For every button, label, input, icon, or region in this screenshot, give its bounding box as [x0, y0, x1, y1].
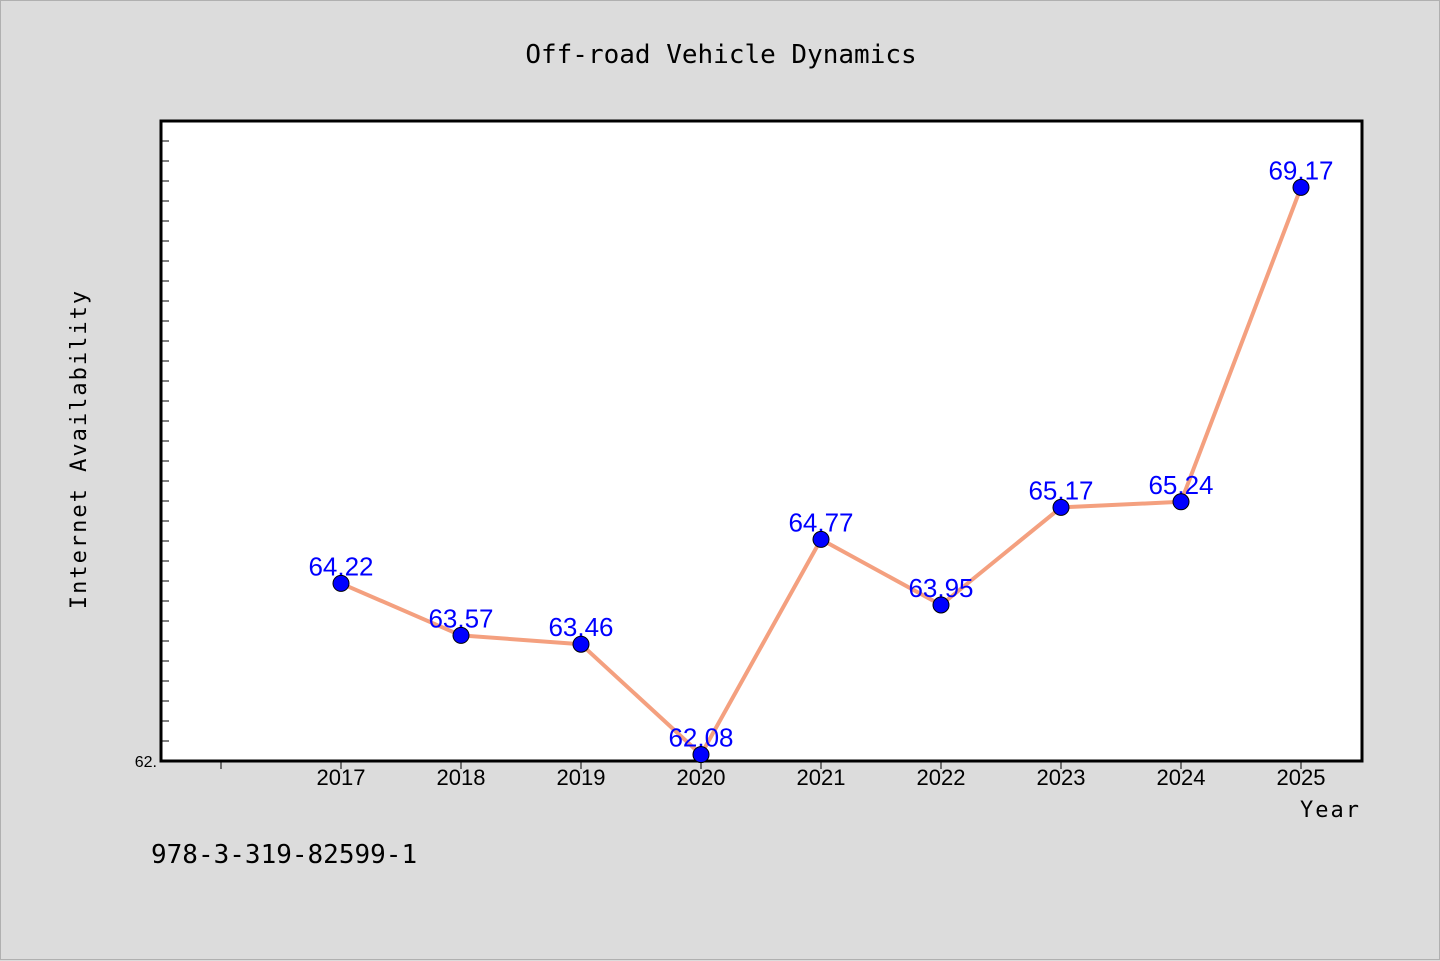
data-point [1172, 493, 1190, 511]
data-point [1052, 498, 1070, 516]
data-point [1292, 178, 1310, 196]
data-point [812, 530, 830, 548]
data-point [692, 746, 710, 764]
data-point [332, 574, 350, 592]
x-tick-label: 2022 [917, 765, 966, 790]
data-point [452, 626, 470, 644]
x-tick-label: 2019 [557, 765, 606, 790]
y-axis-label: Internet Availability [67, 289, 92, 609]
data-point [572, 635, 590, 653]
data-point [932, 596, 950, 614]
chart-title: Off-road Vehicle Dynamics [525, 40, 916, 70]
x-tick-label: 2017 [317, 765, 366, 790]
x-axis-ticks: 2017 2018 2019 2020 2021 2022 2023 2024 2025 [220, 761, 1326, 790]
x-tick-label: 2020 [677, 765, 726, 790]
x-tick-label: 2024 [1157, 765, 1206, 790]
x-axis-label: Year [1300, 798, 1361, 823]
x-tick-label: 2018 [437, 765, 486, 790]
y-axis-ticks: 62. [135, 140, 169, 771]
footer-code: 978-3-319-82599-1 [151, 840, 417, 870]
plot-area [159, 119, 1364, 763]
x-tick-label: 2023 [1037, 765, 1086, 790]
y-tick-label: 62. [135, 754, 157, 771]
x-tick-label: 2025 [1277, 765, 1326, 790]
x-tick-label: 2021 [797, 765, 846, 790]
